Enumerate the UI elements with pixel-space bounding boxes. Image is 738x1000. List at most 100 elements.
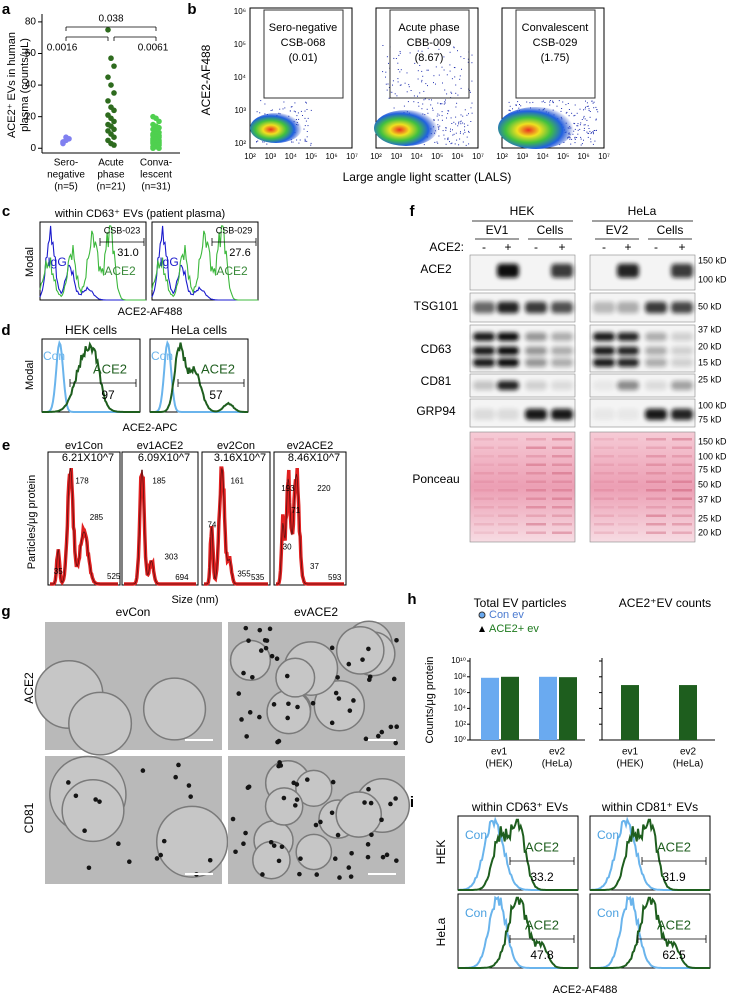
p-value: 0.038 <box>98 14 123 25</box>
size-distribution-mean <box>204 468 268 585</box>
peak-label: 178 <box>75 477 89 486</box>
event <box>577 129 579 131</box>
ponceau-band <box>646 446 666 449</box>
band <box>617 301 639 314</box>
event <box>454 67 456 69</box>
event <box>450 128 451 130</box>
ponceau-band <box>672 463 692 466</box>
event <box>397 81 399 83</box>
event <box>460 120 462 122</box>
event <box>446 74 448 76</box>
event <box>439 103 441 105</box>
event <box>447 110 449 112</box>
x-tick-label: 10⁵ <box>305 152 317 161</box>
band <box>551 346 573 356</box>
gold-particle <box>314 872 320 877</box>
event <box>422 75 424 77</box>
event <box>471 54 473 56</box>
event <box>583 130 585 131</box>
band <box>497 263 519 278</box>
data-point <box>111 107 117 114</box>
event <box>574 136 576 138</box>
density-cloud <box>374 110 438 146</box>
gate-label: CSB-029 <box>533 37 578 49</box>
event <box>447 139 449 141</box>
ponceau-band <box>646 506 666 509</box>
gold-particle <box>329 720 335 726</box>
ponceau-band <box>474 497 494 500</box>
ponceau-band <box>498 480 518 483</box>
gold-particle <box>363 736 369 742</box>
lane-label: - <box>602 240 606 254</box>
band <box>671 408 693 420</box>
size-distribution-mean <box>50 468 118 585</box>
x-tick-label: (n=21) <box>96 182 125 193</box>
band <box>473 332 495 341</box>
y-tick-label: 10⁶ <box>234 7 246 16</box>
stain-histogram <box>42 341 140 413</box>
x-axis-label: ACE2-AF488 <box>118 306 183 318</box>
gold-particle <box>239 717 244 722</box>
event <box>583 139 584 141</box>
ponceau-band <box>672 446 692 449</box>
event <box>558 100 560 102</box>
panel-label: c <box>2 203 10 220</box>
gold-particle <box>116 841 121 847</box>
gold-particle <box>271 702 277 707</box>
gate-label: (1.75) <box>541 52 570 64</box>
event <box>444 138 446 140</box>
ponceau-band <box>526 472 546 475</box>
gold-particle <box>207 857 213 863</box>
event <box>283 101 285 103</box>
event <box>263 141 265 143</box>
legend-label: ACE2 <box>93 361 127 376</box>
event <box>427 112 429 114</box>
vesicle <box>295 769 333 808</box>
y-tick-label: 10⁴ <box>454 704 467 713</box>
x-tick-label: Conva- <box>140 158 172 169</box>
event <box>549 104 551 106</box>
event <box>290 106 292 108</box>
gate-percent: 47.8 <box>530 948 554 962</box>
event <box>417 50 419 52</box>
event <box>508 101 510 103</box>
ponceau-band <box>672 514 692 517</box>
size-distribution-mean <box>124 469 196 585</box>
legend-label: ACE2 <box>216 264 248 278</box>
band <box>525 346 547 356</box>
event <box>306 131 308 132</box>
column-label: within CD81⁺ EVs <box>601 800 698 814</box>
event <box>515 104 517 106</box>
ponceau-band <box>526 455 546 458</box>
gold-particle <box>244 734 249 739</box>
ponceau-band <box>552 480 572 483</box>
band <box>593 332 615 341</box>
vesicle <box>266 689 312 735</box>
event <box>446 117 447 119</box>
event <box>409 52 411 54</box>
ponceau-band <box>618 455 638 458</box>
event <box>562 101 564 103</box>
event <box>284 107 286 109</box>
event <box>580 122 582 124</box>
ponceau-band <box>526 523 546 526</box>
band <box>551 332 573 341</box>
event <box>590 141 592 143</box>
band <box>525 358 547 367</box>
control-histogram <box>150 339 248 413</box>
ponceau-band <box>526 531 546 534</box>
x-tick-label: 10⁶ <box>577 152 589 161</box>
gold-particle <box>346 865 352 870</box>
legend-marker <box>478 611 486 619</box>
legend-label: Con <box>597 906 619 920</box>
gold-particle <box>337 875 342 880</box>
event <box>441 119 443 121</box>
event <box>595 106 597 108</box>
event <box>589 111 591 112</box>
p-value: 0.0016 <box>47 43 78 54</box>
event <box>298 118 300 120</box>
event <box>382 45 384 46</box>
gold-particle <box>304 777 310 782</box>
ponceau-band <box>594 506 614 509</box>
gold-particle <box>284 673 290 679</box>
